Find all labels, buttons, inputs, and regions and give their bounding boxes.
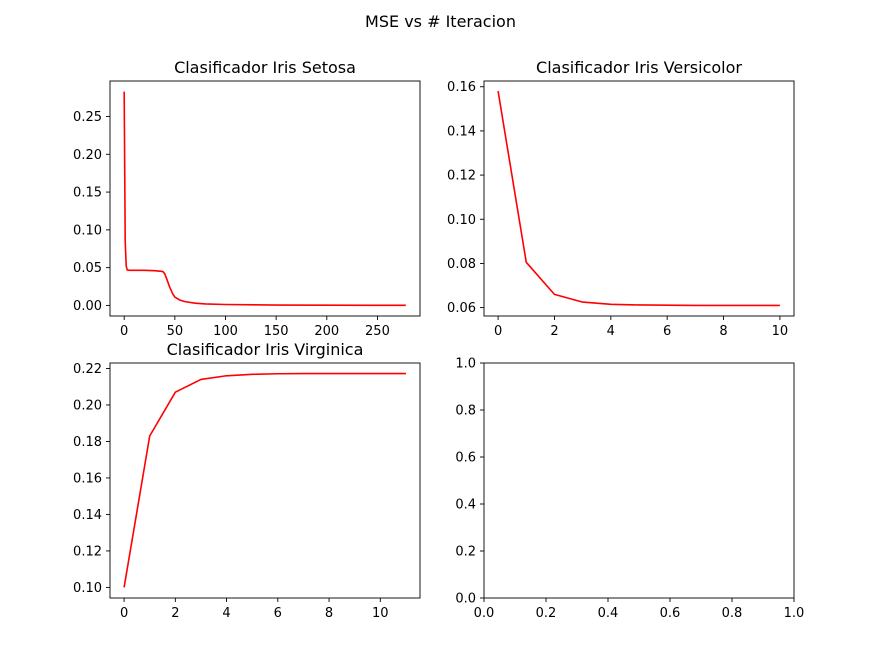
subplot-title: Clasificador Iris Virginica [167, 340, 364, 359]
x-tick-label: 0.6 [660, 606, 681, 621]
axes-frame [109, 80, 421, 317]
y-tick-label: 0.05 [73, 261, 102, 276]
x-tick-label: 6 [663, 324, 671, 339]
series-line [123, 91, 406, 307]
subplot-versicolor: Clasificador Iris Versicolor 0 2 4 6 8 10 0.06 0… [447, 58, 795, 339]
y-tick-label: 0.16 [73, 471, 102, 486]
y-tick-label: 0.20 [73, 398, 102, 413]
y-tick-label: 0.14 [73, 508, 102, 523]
x-tick-label: 250 [365, 324, 390, 339]
x-tick-label: 50 [167, 324, 184, 339]
x-tick-label: 8 [325, 606, 333, 621]
y-tick-label: 0.14 [447, 124, 476, 139]
y-tick-label: 1.0 [455, 357, 476, 372]
y-tick-label: 0.10 [73, 223, 102, 238]
x-tick-label: 1.0 [784, 606, 805, 621]
y-tick-label: 0.15 [73, 186, 102, 201]
x-tick-label: 10 [372, 606, 389, 621]
x-tick-label: 4 [607, 324, 615, 339]
y-tick-label: 0.4 [455, 498, 476, 513]
y-tick-label: 0.08 [447, 257, 476, 272]
axes-frame [483, 80, 795, 317]
subplot-empty: 0.0 0.2 0.4 0.6 0.8 1.0 0.0 0.2 0.4 0.6 0.8 1.0 [455, 357, 804, 622]
x-tick-label: 0.4 [598, 606, 619, 621]
y-tick-label: 0.10 [447, 213, 476, 228]
y-tick-label: 0.00 [73, 299, 102, 314]
y-tick-label: 0.0 [455, 592, 476, 607]
x-tick-label: 0.0 [474, 606, 495, 621]
x-tick-label: 2 [171, 606, 179, 621]
y-tick-label: 0.06 [447, 301, 476, 316]
subplot-setosa: Clasificador Iris Setosa 0 50 100 150 200 250 0… [73, 58, 421, 339]
x-tick-label: 0 [120, 606, 128, 621]
y-tick-label: 0.12 [447, 169, 476, 184]
x-tick-label: 10 [772, 324, 789, 339]
series-line [497, 91, 780, 307]
x-tick-label: 0 [494, 324, 502, 339]
x-tick-label: 0.8 [722, 606, 743, 621]
y-tick-label: 0.6 [455, 451, 476, 466]
x-tick-label: 0.2 [536, 606, 557, 621]
x-tick-label: 4 [222, 606, 230, 621]
y-tick-label: 0.22 [73, 362, 102, 377]
y-tick-label: 0.18 [73, 435, 102, 450]
y-tick-label: 0.16 [447, 80, 476, 95]
x-tick-label: 6 [274, 606, 282, 621]
x-tick-label: 150 [264, 324, 289, 339]
series-line [123, 372, 406, 588]
subplot-title: Clasificador Iris Versicolor [536, 58, 742, 77]
axes-frame [109, 362, 421, 599]
y-tick-label: 0.12 [73, 544, 102, 559]
x-tick-label: 100 [213, 324, 238, 339]
y-tick-label: 0.10 [73, 581, 102, 596]
x-tick-label: 2 [550, 324, 558, 339]
y-tick-label: 0.20 [73, 148, 102, 163]
subplot-title: Clasificador Iris Setosa [174, 58, 356, 77]
figure-title: MSE vs # Iteracion [365, 12, 516, 31]
y-tick-label: 0.2 [455, 545, 476, 560]
y-tick-label: 0.25 [73, 110, 102, 125]
y-tick-label: 0.8 [455, 404, 476, 419]
x-tick-label: 8 [719, 324, 727, 339]
axes-frame [483, 362, 795, 599]
subplot-virginica: Clasificador Iris Virginica 0 2 4 6 8 10 0.10 0.… [73, 340, 421, 621]
x-tick-label: 200 [314, 324, 339, 339]
x-tick-label: 0 [120, 324, 128, 339]
